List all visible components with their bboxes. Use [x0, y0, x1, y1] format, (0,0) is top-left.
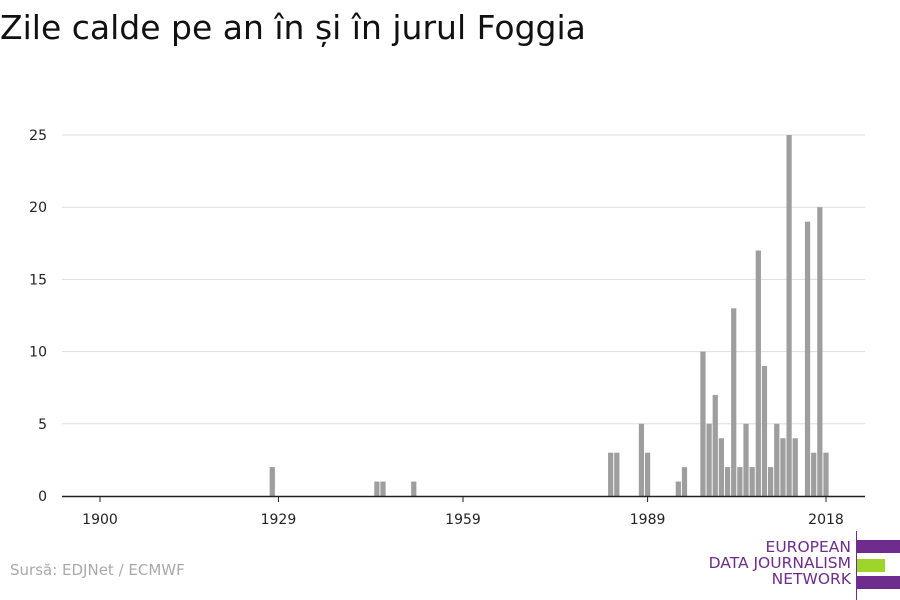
y-tick-labels: 0 5 10 15 20 25: [29, 128, 47, 505]
bar-2002: [724, 467, 731, 496]
bar-1945: [374, 481, 380, 496]
x-tick-label-1959: 1959: [445, 512, 481, 528]
bar-2009: [768, 467, 774, 496]
y-tick-label-15: 15: [29, 272, 47, 288]
logo-line-2: DATA JOURNALISM: [708, 554, 851, 572]
bar-1988: [638, 423, 645, 496]
bar-2011: [780, 438, 786, 496]
bar-2018: [823, 452, 829, 496]
logo-text: EUROPEAN DATA JOURNALISM NETWORK: [709, 539, 851, 587]
x-axis: [62, 495, 865, 502]
bar-2001: [718, 438, 725, 496]
bar-2015: [804, 221, 811, 496]
bar-2017: [817, 207, 823, 496]
y-tick-label-25: 25: [29, 128, 47, 144]
source-note: Sursă: EDJNet / ECMWF: [10, 561, 185, 579]
logo-line-1: EUROPEAN: [765, 538, 851, 556]
y-tick-label-5: 5: [38, 417, 47, 433]
bar-1983: [608, 452, 614, 496]
x-tick-label-1900: 1900: [82, 512, 118, 528]
bar-1951: [411, 481, 417, 496]
bar-1998: [700, 351, 706, 496]
bar-2000: [712, 394, 718, 496]
bar-1946: [380, 481, 386, 496]
bar-2007: [755, 250, 761, 496]
bar-1995: [681, 467, 688, 496]
bar-2006: [749, 467, 755, 496]
x-tick-labels: 1900 1929 1959 1989 2018: [82, 512, 844, 528]
bar-2004: [737, 467, 743, 496]
logo-bar-middle: [857, 559, 885, 572]
bar-2010: [774, 423, 780, 496]
logo-line-3: NETWORK: [771, 570, 851, 588]
bar-1999: [706, 423, 712, 496]
bar-2008: [761, 366, 768, 496]
edjnet-logo: EUROPEAN DATA JOURNALISM NETWORK: [700, 531, 900, 600]
bar-2016: [811, 452, 817, 496]
y-tick-label-10: 10: [29, 345, 47, 361]
y-tick-label-20: 20: [29, 200, 47, 216]
logo-bar-bottom: [857, 576, 900, 589]
bar-2005: [743, 423, 749, 496]
bar-1994: [675, 481, 681, 496]
x-tick-label-2018: 2018: [808, 512, 844, 528]
logo-bar-top: [857, 540, 900, 553]
bar-1984: [614, 452, 620, 496]
chart-title: Zile calde pe an în și în jurul Foggia: [0, 8, 586, 47]
logo-separator: [856, 531, 857, 600]
bars: [269, 135, 829, 496]
bar-2012: [786, 135, 792, 496]
bar-2013: [792, 438, 798, 496]
x-tick-label-1989: 1989: [630, 512, 666, 528]
bar-2003: [731, 308, 737, 496]
bar-1928: [269, 467, 275, 496]
y-tick-label-0: 0: [38, 489, 47, 505]
x-tick-label-1929: 1929: [261, 512, 297, 528]
grid-lines: [62, 134, 865, 425]
bar-1989: [644, 452, 651, 496]
